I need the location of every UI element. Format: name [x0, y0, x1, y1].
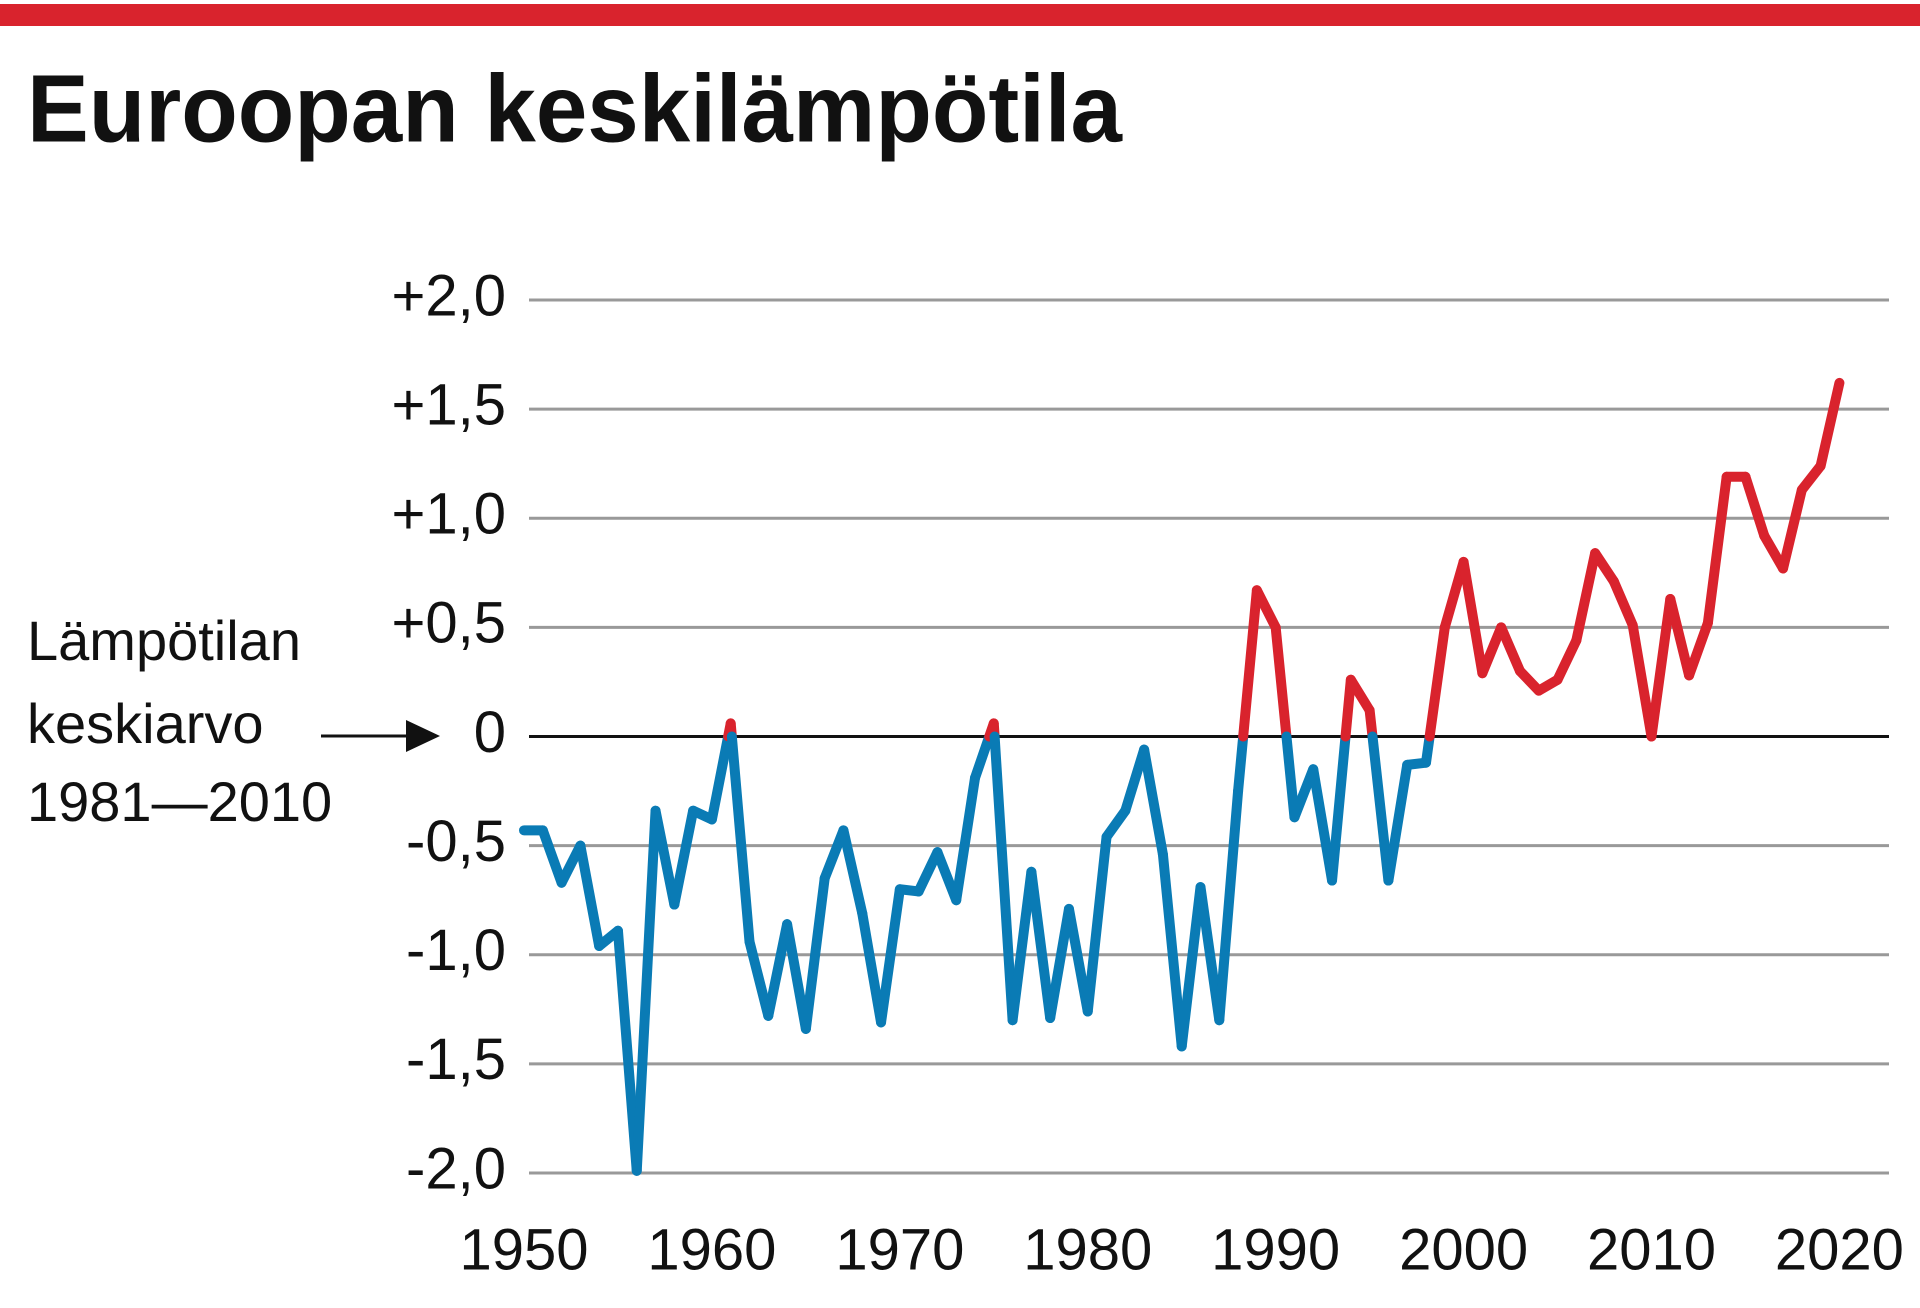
line-segment: [706, 731, 734, 825]
x-tick-label: 1970: [835, 1217, 964, 1282]
line-segment: [1608, 576, 1638, 631]
line-segment: [1281, 731, 1300, 823]
line-segment: [1233, 731, 1249, 797]
line-segment: [1646, 594, 1676, 742]
annotation: 1981—2010: [27, 770, 332, 833]
line-segment: [800, 873, 830, 1034]
line-segment: [744, 936, 774, 1021]
line-segment: [1101, 805, 1131, 842]
line-segment: [1458, 556, 1488, 679]
y-tick-label: 0: [474, 700, 506, 765]
y-tick-label: -1,0: [406, 918, 506, 983]
line-segment: [1590, 548, 1619, 587]
line-segment: [1340, 674, 1356, 742]
y-tick-label: +2,0: [392, 263, 507, 328]
line-segment: [1214, 786, 1244, 1026]
line-segment: [989, 731, 1018, 1026]
line-segment: [1157, 849, 1187, 1052]
line-segment: [669, 805, 699, 910]
x-tick-label: 2020: [1775, 1217, 1904, 1282]
line-segment: [631, 805, 661, 1176]
line-segment: [1082, 831, 1112, 1017]
line-segment: [1139, 744, 1168, 860]
line-segment: [1238, 585, 1262, 742]
line-segment: [1815, 377, 1845, 471]
line-segment: [1740, 471, 1770, 541]
line-segment: [537, 825, 567, 888]
line-segment: [1270, 622, 1292, 742]
y-tick-label: -0,5: [406, 809, 506, 874]
line-segment: [1176, 882, 1206, 1052]
line-segment: [763, 919, 793, 1021]
line-segment: [1778, 484, 1807, 574]
line-segment: [1627, 620, 1657, 742]
line-segment: [1684, 618, 1713, 681]
line-segment: [1026, 866, 1056, 1024]
x-tick-label: 2000: [1399, 1217, 1528, 1282]
annotation: Lämpötilan: [27, 609, 301, 672]
x-tick-label: 1980: [1023, 1217, 1152, 1282]
x-tick-label: 1960: [647, 1217, 776, 1282]
line-segment: [1251, 585, 1281, 633]
line-segment: [838, 825, 868, 919]
line-segment: [1477, 622, 1507, 679]
line-segment: [951, 772, 980, 906]
line-segment: [726, 731, 755, 947]
line-segment: [1552, 635, 1582, 685]
line-segment: [1383, 759, 1413, 886]
line-segment: [1345, 674, 1375, 716]
y-tick-label: -1,5: [406, 1027, 506, 1092]
line-segment: [1571, 548, 1601, 646]
line-segment: [876, 884, 905, 1028]
chart-title: Euroopan keskilämpötila: [27, 55, 1123, 162]
line-segment: [1327, 731, 1351, 886]
line-segment: [1496, 622, 1525, 677]
line-segment: [650, 805, 680, 910]
y-tick-label: +1,5: [392, 372, 507, 437]
line-segment: [1007, 866, 1037, 1026]
y-tick-label: -2,0: [406, 1136, 506, 1201]
line-segment: [575, 840, 605, 952]
line-segment: [1424, 622, 1450, 742]
line-segment: [1702, 471, 1732, 629]
top-bar: [0, 4, 1920, 26]
line-segment: [782, 919, 811, 1034]
line-segment: [1796, 460, 1826, 495]
line-segment: [970, 731, 995, 783]
line-segment: [1045, 903, 1074, 1024]
line-segment: [612, 925, 642, 1176]
line-segment: [857, 908, 887, 1028]
annotation: keskiarvo: [27, 692, 264, 755]
y-tick-label: +1,0: [392, 482, 507, 547]
x-tick-label: 1950: [459, 1217, 588, 1282]
x-tick-label: 1990: [1211, 1217, 1340, 1282]
line-segment: [1665, 594, 1695, 681]
arrow-head: [406, 720, 440, 752]
line-segment: [1367, 731, 1394, 886]
x-tick-label: 2010: [1587, 1217, 1716, 1282]
line-segment: [913, 847, 943, 897]
y-tick-label: +0,5: [392, 591, 507, 656]
